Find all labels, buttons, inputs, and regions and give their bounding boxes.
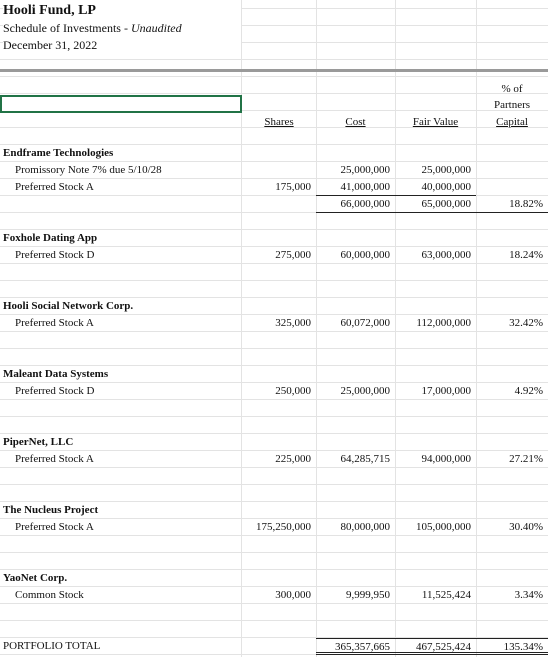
column-header: Partners — [493, 98, 531, 111]
company-name: Foxhole Dating App — [3, 231, 98, 244]
fair-value: 112,000,000 — [416, 316, 471, 329]
cost-value: 80,000,000 — [340, 520, 391, 533]
date: December 31, 2022 — [3, 37, 241, 54]
company-name: Endframe Technologies — [3, 146, 114, 159]
cost-value: 25,000,000 — [340, 384, 391, 397]
company-name: PiperNet, LLC — [3, 435, 74, 448]
company-name: The Nucleus Project — [3, 503, 99, 516]
cost-value: 64,285,715 — [340, 452, 391, 465]
fair-value: 63,000,000 — [421, 248, 472, 261]
pct-capital: 30.40% — [509, 520, 543, 533]
fair-value: 11,525,424 — [421, 588, 471, 601]
column-header-text: Capital — [496, 115, 528, 128]
column-header-text: Shares — [264, 115, 294, 128]
fair-value: 105,000,000 — [416, 520, 471, 533]
fair-value: 17,000,000 — [421, 384, 472, 397]
fair-value: 94,000,000 — [421, 452, 472, 465]
pct-capital: 3.34% — [514, 588, 543, 601]
shares-value: 325,000 — [275, 316, 311, 329]
subtitle-line: Schedule of Investments - Unaudited — [3, 20, 241, 37]
pct-capital: 27.21% — [509, 452, 543, 465]
pct-capital: 4.92% — [514, 384, 543, 397]
position-description: Preferred Stock D — [15, 248, 95, 261]
company-name: Maleant Data Systems — [3, 367, 109, 380]
position-description: Preferred Stock A — [15, 520, 94, 533]
shares-value: 225,000 — [275, 452, 311, 465]
position-description: Promissory Note 7% due 5/10/28 — [15, 163, 162, 176]
position-description: Common Stock — [15, 588, 84, 601]
pct-capital: 18.82% — [476, 196, 548, 213]
title: Hooli Fund, LP — [3, 2, 241, 20]
selected-cell[interactable] — [0, 95, 242, 113]
total-label: PORTFOLIO TOTAL — [3, 639, 101, 652]
position-description: Preferred Stock A — [15, 316, 94, 329]
column-header: Cost — [316, 114, 395, 131]
pct-capital: 18.24% — [509, 248, 543, 261]
total-fair-value: 467,525,424 — [395, 637, 476, 655]
shares-value: 250,000 — [275, 384, 311, 397]
column-header: Fair Value — [395, 114, 476, 131]
fair-value: 40,000,000 — [395, 179, 476, 196]
position-description: Preferred Stock A — [15, 452, 94, 465]
shares-value: 175,250,000 — [256, 520, 311, 533]
fair-value: 25,000,000 — [421, 163, 472, 176]
subtotal-fair-value: 65,000,000 — [395, 196, 476, 213]
cost-value: 25,000,000 — [340, 163, 391, 176]
column-header-text: Fair Value — [412, 115, 459, 128]
position-description: Preferred Stock A — [15, 180, 94, 193]
column-header: Shares — [242, 114, 316, 131]
cost-value: 9,999,950 — [346, 588, 390, 601]
column-header: Capital — [476, 114, 548, 131]
shares-value: 175,000 — [275, 180, 311, 193]
column-header-text: Cost — [345, 115, 366, 128]
subtotal-cost: 66,000,000 — [316, 196, 395, 213]
cost-value: 60,000,000 — [340, 248, 391, 261]
total-cost: 365,357,665 — [316, 637, 395, 655]
company-name: Hooli Social Network Corp. — [3, 299, 134, 312]
shares-value: 300,000 — [275, 588, 311, 601]
subtitle-note: Unaudited — [130, 21, 182, 35]
column-header: % of — [501, 82, 523, 95]
header-rule — [0, 69, 548, 72]
cost-value: 60,072,000 — [340, 316, 391, 329]
company-name: YaoNet Corp. — [3, 571, 68, 584]
pct-capital: 32.42% — [509, 316, 543, 329]
subtitle: Schedule of Investments - — [3, 21, 128, 35]
position-description: Preferred Stock D — [15, 384, 95, 397]
total-pct-capital: 135.34% — [476, 637, 548, 655]
cost-value: 41,000,000 — [316, 179, 395, 196]
shares-value: 275,000 — [275, 248, 311, 261]
